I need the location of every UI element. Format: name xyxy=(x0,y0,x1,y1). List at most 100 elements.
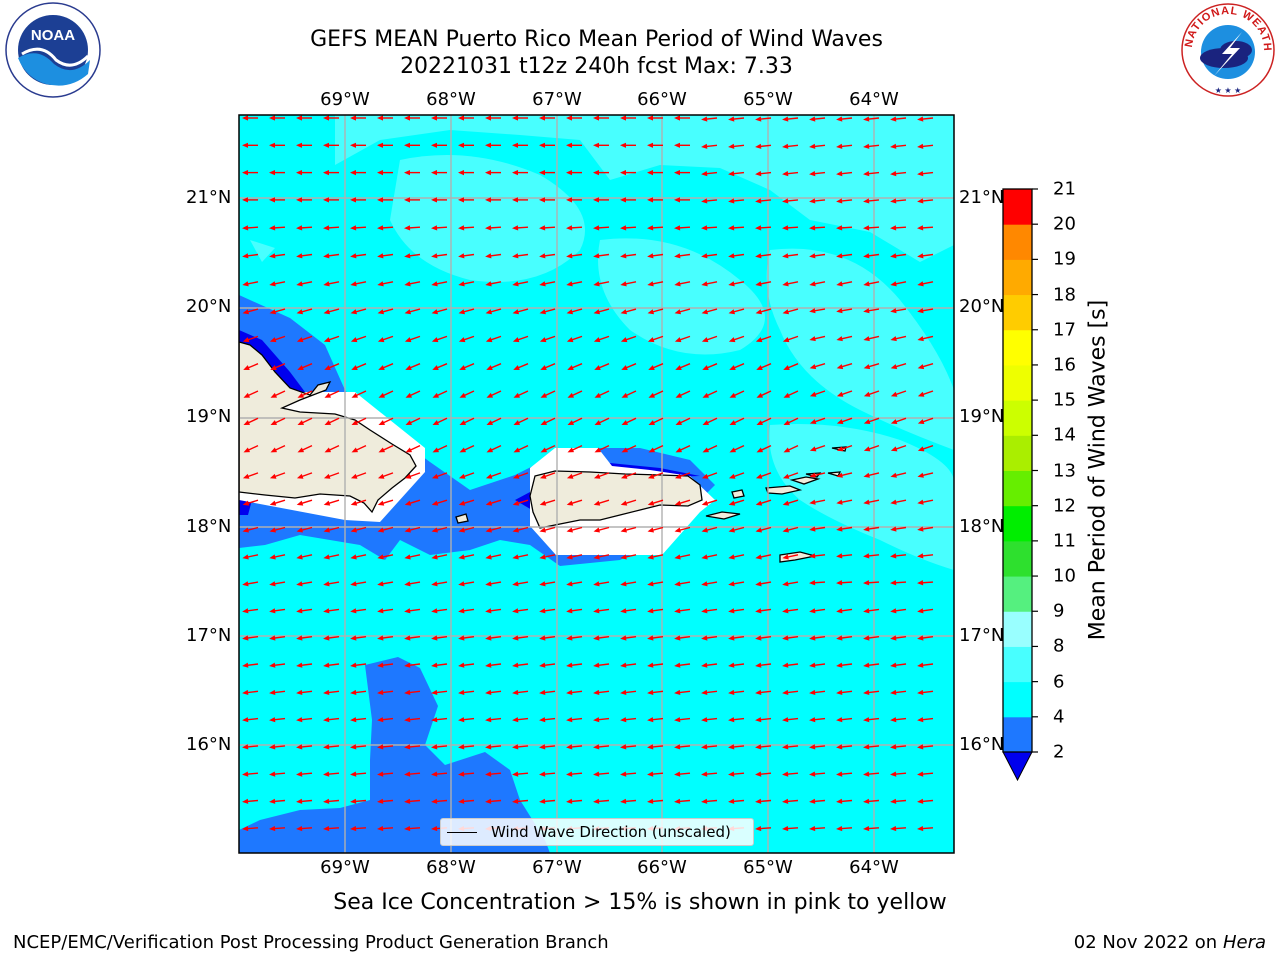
wind-wave-arrow xyxy=(377,798,394,804)
wind-wave-arrow xyxy=(836,825,853,832)
wind-wave-arrow xyxy=(917,472,934,478)
wind-wave-arrow xyxy=(323,225,340,231)
wind-wave-arrow xyxy=(863,198,880,204)
wind-wave-arrow xyxy=(755,744,772,750)
svg-text:★ ★ ★: ★ ★ ★ xyxy=(1215,86,1242,95)
wind-wave-arrow xyxy=(863,281,880,287)
wind-wave-arrow xyxy=(755,798,772,804)
wind-wave-arrow xyxy=(350,689,367,696)
wind-wave-arrow xyxy=(917,171,934,177)
wind-wave-arrow xyxy=(270,390,286,398)
wind-wave-arrow xyxy=(377,197,393,203)
wind-wave-arrow xyxy=(377,308,394,315)
wind-wave-arrow xyxy=(323,744,340,750)
wind-wave-arrow xyxy=(566,771,583,777)
wind-wave-arrow xyxy=(377,825,394,832)
colorbar-tick-label: 8 xyxy=(1053,635,1065,657)
wind-wave-arrow xyxy=(242,825,259,832)
wind-wave-arrow xyxy=(809,662,826,668)
wind-wave-arrow xyxy=(836,580,853,586)
wind-wave-arrow xyxy=(404,472,421,479)
wind-wave-arrow xyxy=(404,281,421,287)
wind-wave-arrow xyxy=(809,771,826,777)
colorbar-segment xyxy=(1003,681,1032,718)
wind-wave-arrow xyxy=(539,472,556,479)
wind-wave-arrow xyxy=(620,635,637,641)
wind-wave-arrow xyxy=(701,689,718,696)
wind-wave-arrow xyxy=(566,115,582,121)
lat-label-left: 21°N xyxy=(186,187,232,208)
wind-wave-arrow xyxy=(269,608,286,614)
wind-wave-arrow xyxy=(729,363,745,370)
wind-wave-arrow xyxy=(350,825,367,832)
wind-wave-arrow xyxy=(890,771,907,777)
lon-label-bottom: 69°W xyxy=(320,857,370,878)
wind-wave-arrow xyxy=(836,198,853,204)
wind-wave-arrow xyxy=(674,689,691,696)
wind-wave-arrow xyxy=(350,662,367,668)
wind-wave-arrow xyxy=(728,171,745,177)
wind-wave-arrow xyxy=(540,390,556,398)
wind-wave-arrow xyxy=(702,417,718,426)
wind-wave-arrow xyxy=(890,281,907,287)
wind-wave-arrow xyxy=(890,744,907,750)
wind-wave-arrow xyxy=(297,363,313,370)
wind-wave-arrow xyxy=(863,635,880,641)
wind-wave-arrow xyxy=(404,744,421,750)
wind-wave-arrow xyxy=(755,171,772,177)
colorbar-segment xyxy=(1003,189,1032,225)
wind-wave-arrow xyxy=(917,308,934,314)
legend-label: Wind Wave Direction (unscaled) xyxy=(491,823,731,841)
wind-wave-arrow xyxy=(269,170,285,176)
wind-wave-arrow xyxy=(350,581,367,587)
wind-wave-arrow xyxy=(701,635,718,641)
wind-wave-arrow xyxy=(512,608,529,614)
wind-wave-arrow xyxy=(836,143,853,149)
noaa-logo-text: NOAA xyxy=(31,27,75,44)
colorbar xyxy=(1002,188,1038,782)
wind-wave-arrow xyxy=(647,225,664,231)
wind-wave-arrow xyxy=(242,554,259,560)
wind-wave-arrow xyxy=(648,444,664,453)
lon-label-top: 67°W xyxy=(532,89,582,110)
wind-wave-arrow xyxy=(593,281,610,287)
wind-wave-arrow xyxy=(782,798,799,804)
wind-wave-arrow xyxy=(350,170,366,176)
wind-wave-arrow xyxy=(863,553,880,559)
wind-wave-arrow xyxy=(350,472,367,479)
wind-wave-arrow xyxy=(297,444,313,453)
wind-wave-arrow xyxy=(350,608,367,614)
wind-wave-arrow xyxy=(243,363,259,370)
wind-wave-arrow xyxy=(431,225,448,231)
wind-wave-arrow xyxy=(323,170,339,176)
wind-wave-arrow xyxy=(269,554,286,560)
wind-wave-arrow xyxy=(647,197,663,203)
wind-wave-arrow xyxy=(674,142,690,148)
wind-wave-arrow xyxy=(324,444,340,453)
wind-wave-arrow xyxy=(728,143,745,149)
wind-wave-arrow xyxy=(242,581,259,587)
wind-wave-arrow xyxy=(755,143,772,149)
wind-wave-arrow xyxy=(729,390,745,398)
lon-label-top: 68°W xyxy=(426,89,476,110)
wind-wave-arrow xyxy=(431,281,448,287)
wind-wave-arrow xyxy=(242,142,258,148)
wind-wave-arrow xyxy=(296,581,313,587)
wind-wave-arrow xyxy=(512,662,529,668)
wind-wave-arrow xyxy=(674,499,691,506)
wind-wave-arrow xyxy=(917,281,934,287)
wind-wave-arrow xyxy=(269,635,286,641)
wind-wave-arrow xyxy=(863,116,880,122)
wind-wave-arrow xyxy=(755,499,772,506)
wind-wave-arrow xyxy=(782,198,799,204)
wind-wave-arrow xyxy=(296,335,313,343)
wind-wave-arrow xyxy=(567,390,583,398)
wind-wave-arrow xyxy=(890,444,907,452)
wind-wave-arrow xyxy=(513,363,529,370)
wind-wave-arrow xyxy=(836,225,853,231)
wind-wave-arrow xyxy=(917,608,934,614)
wind-wave-arrow xyxy=(377,526,394,533)
wind-wave-arrow xyxy=(701,717,718,723)
wind-wave-arrow xyxy=(782,116,799,122)
wind-wave-arrow xyxy=(647,635,664,641)
